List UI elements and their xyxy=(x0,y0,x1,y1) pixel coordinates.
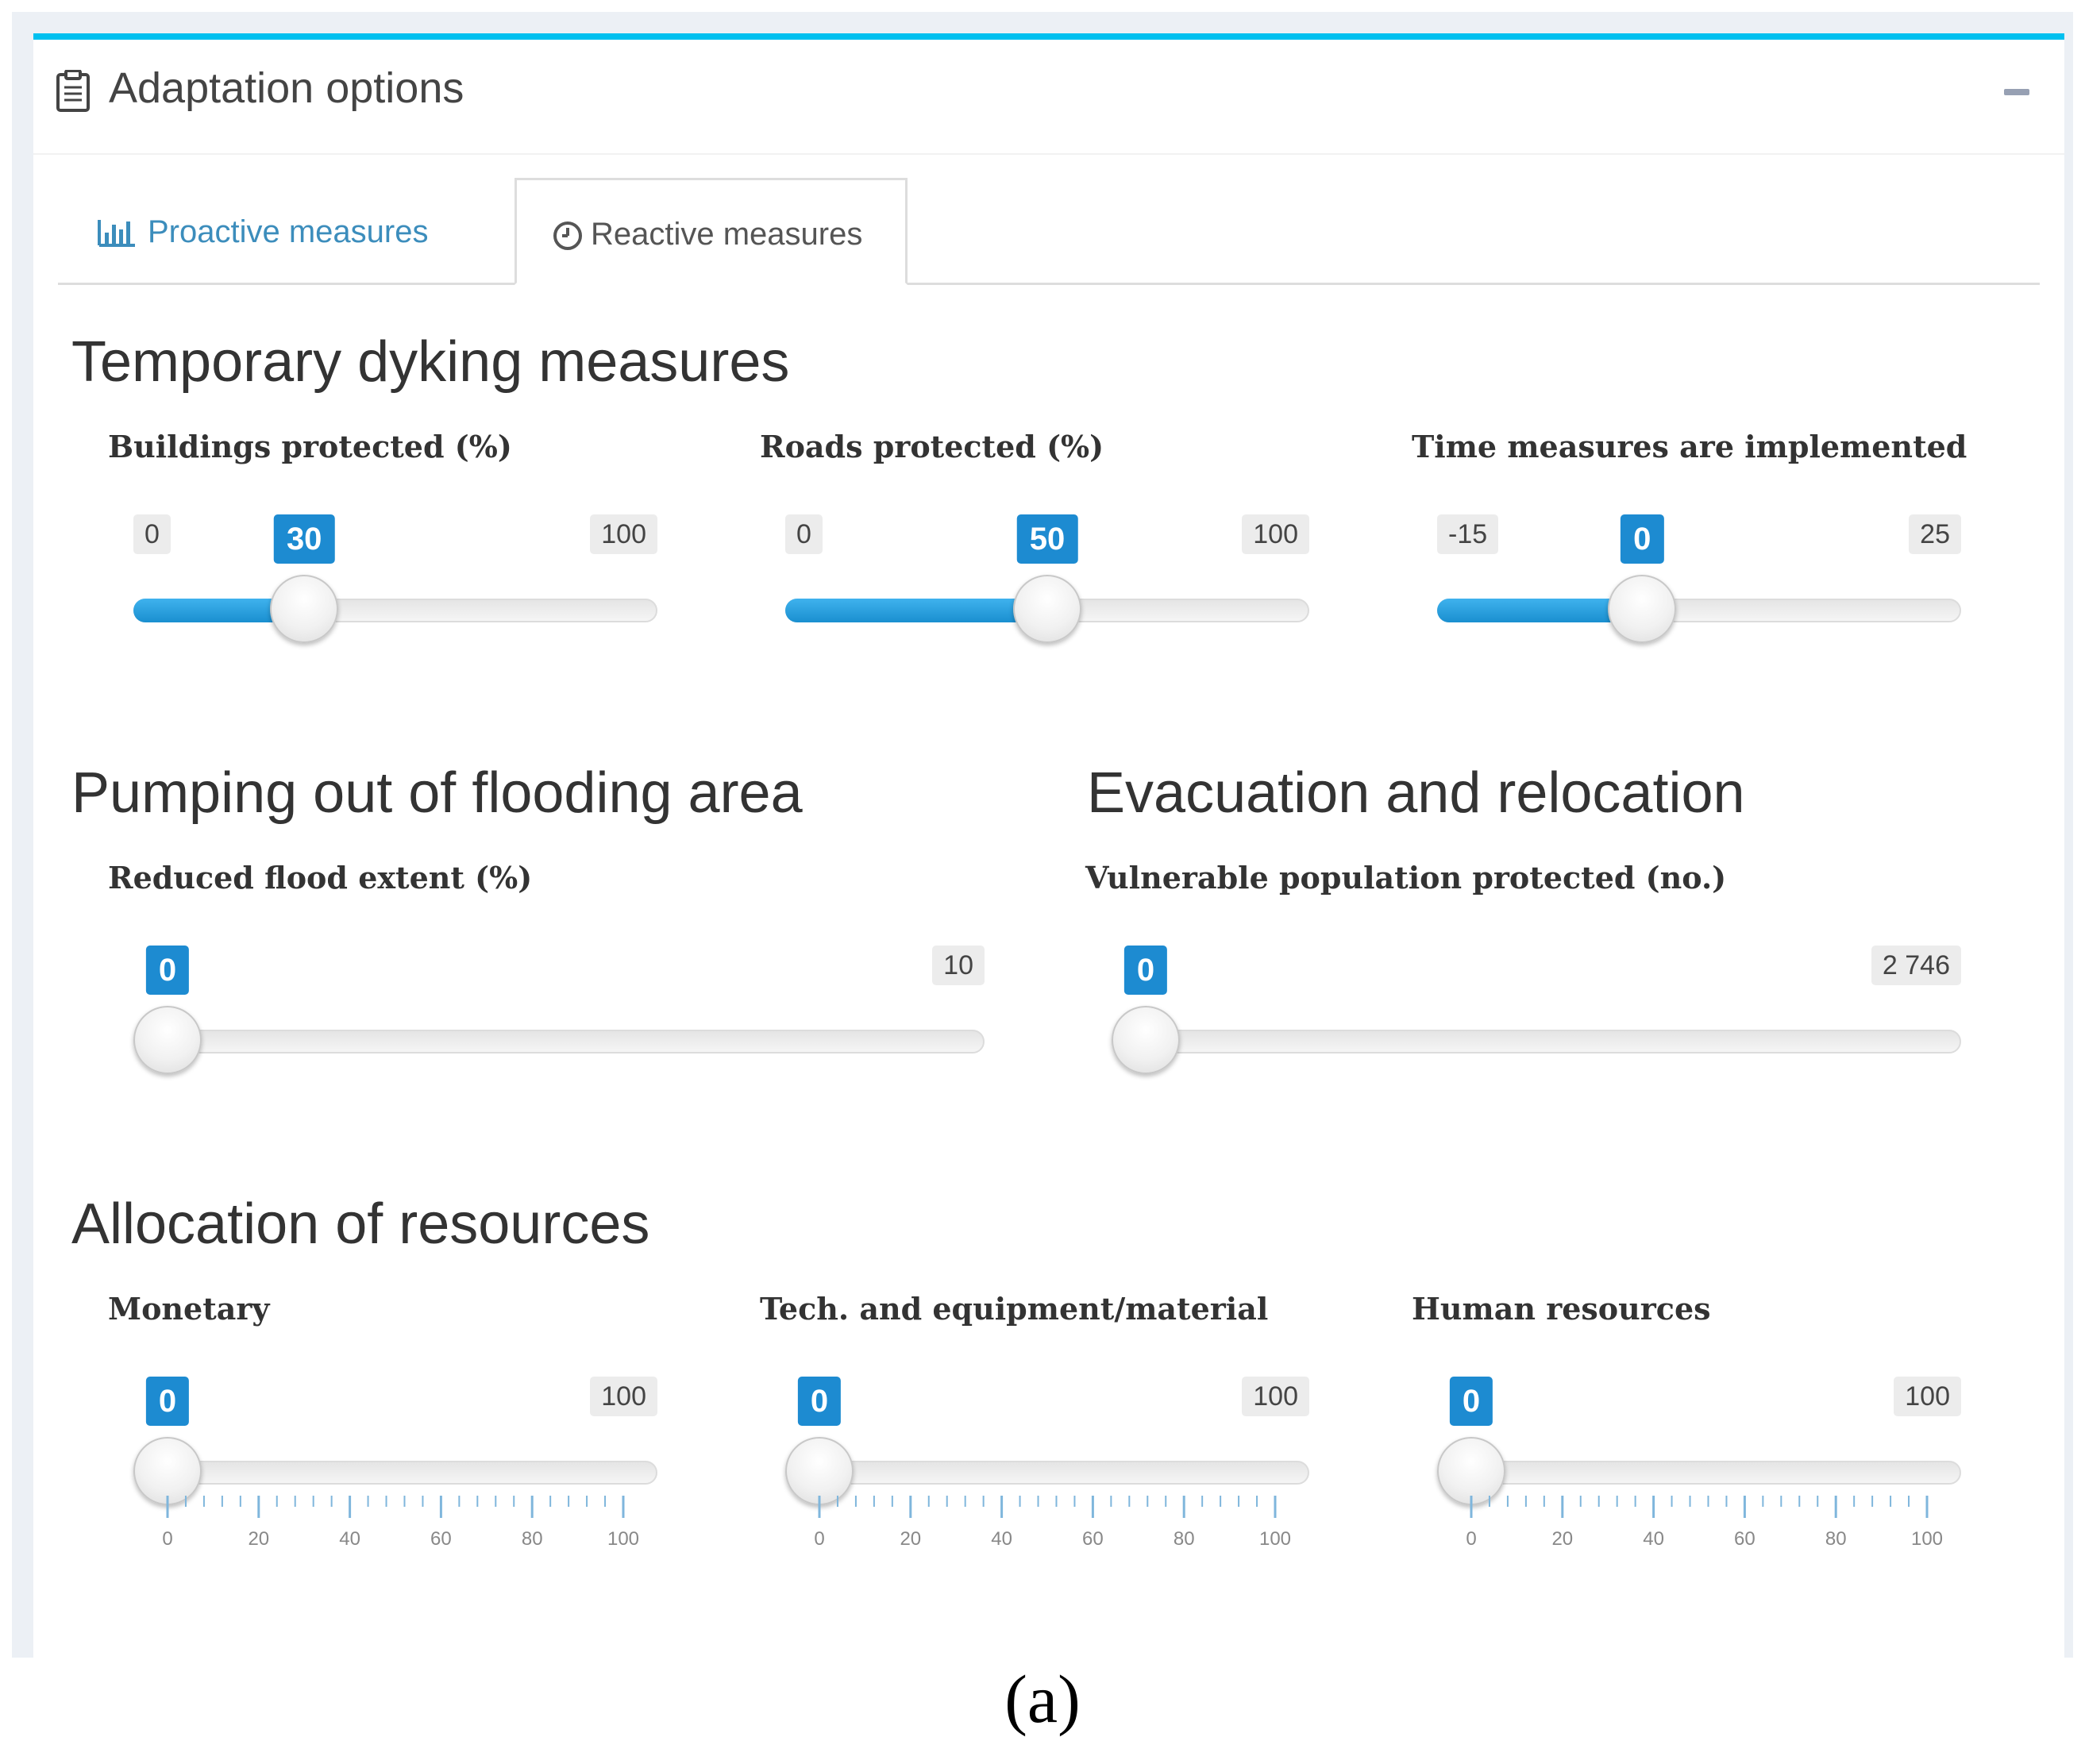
slider-label-vulnerable-population: Vulnerable population protected (no.) xyxy=(1085,860,1727,895)
slider-fill xyxy=(785,599,1047,622)
slider-handle[interactable] xyxy=(270,575,339,643)
grid-tick-label: 40 xyxy=(991,1528,1012,1550)
slider-track[interactable] xyxy=(785,1461,1309,1485)
slider-grid: 0 20 40 60 80 100 xyxy=(1466,1496,1943,1550)
tab-proactive-measures[interactable]: Proactive measures xyxy=(58,178,515,283)
time-implemented-slider[interactable]: -15 25 0 xyxy=(1437,514,1961,681)
slider-min-label: -15 xyxy=(1437,514,1499,554)
slider-track[interactable] xyxy=(133,1461,657,1485)
grid-tick-label: 80 xyxy=(522,1528,543,1550)
slider-min-label: 0 xyxy=(785,514,823,554)
grid-tick-label: 0 xyxy=(1466,1528,1476,1550)
human-resources-slider[interactable]: 100 0 0 20 40 60 80 100 xyxy=(1437,1377,1961,1550)
grid-tick-label: 0 xyxy=(814,1528,824,1550)
grid-tick-label: 60 xyxy=(1082,1528,1104,1550)
slider-handle[interactable] xyxy=(1112,1006,1180,1074)
slider-max-label: 2 746 xyxy=(1871,946,1961,985)
section-title-pumping: Pumping out of flooding area xyxy=(71,761,803,825)
monetary-slider[interactable]: 100 0 0 20 40 60 80 100 xyxy=(133,1377,657,1550)
slider-grid: 0 20 40 60 80 100 xyxy=(162,1496,639,1550)
section-title-evacuation: Evacuation and relocation xyxy=(1087,761,1745,825)
buildings-protected-slider[interactable]: 0 100 30 xyxy=(133,514,657,681)
adaptation-options-panel: Adaptation options Proactive measures Re xyxy=(33,33,2064,1658)
section-title-temporary-dyking: Temporary dyking measures xyxy=(71,330,790,394)
grid-tick-label: 20 xyxy=(900,1528,921,1550)
slider-label-roads: Roads protected (%) xyxy=(760,429,1104,464)
slider-max-label: 100 xyxy=(590,514,657,554)
clock-icon xyxy=(553,221,582,250)
slider-label-monetary: Monetary xyxy=(108,1291,270,1327)
grid-tick-label: 80 xyxy=(1174,1528,1195,1550)
grid-tick-label: 0 xyxy=(162,1528,172,1550)
slider-max-label: 100 xyxy=(1242,514,1309,554)
tab-reactive-measures[interactable]: Reactive measures xyxy=(515,178,908,285)
slider-value-label: 50 xyxy=(1016,514,1078,564)
slider-handle[interactable] xyxy=(785,1437,854,1505)
slider-handle[interactable] xyxy=(133,1006,202,1074)
vulnerable-population-slider[interactable]: 2 746 0 xyxy=(1112,946,1961,1112)
tab-proactive-label: Proactive measures xyxy=(148,214,429,249)
slider-handle[interactable] xyxy=(1608,575,1677,643)
slider-value-label: 0 xyxy=(797,1377,842,1426)
slider-track[interactable] xyxy=(1437,1461,1961,1485)
tab-reactive-label: Reactive measures xyxy=(591,217,863,252)
slider-label-buildings: Buildings protected (%) xyxy=(108,429,512,464)
grid-tick-label: 40 xyxy=(339,1528,360,1550)
tab-bar: Proactive measures Reactive measures xyxy=(58,178,2040,285)
slider-max-label: 100 xyxy=(590,1377,657,1416)
slider-value-label: 0 xyxy=(145,1377,190,1426)
slider-value-label: 0 xyxy=(1123,946,1168,995)
section-title-allocation: Allocation of resources xyxy=(71,1192,650,1256)
slider-value-label: 30 xyxy=(273,514,335,564)
slider-track[interactable] xyxy=(1112,1030,1961,1053)
figure-caption: (a) xyxy=(1004,1661,1081,1737)
slider-label-human: Human resources xyxy=(1412,1291,1711,1327)
roads-protected-slider[interactable]: 0 100 50 xyxy=(785,514,1309,681)
clipboard-icon xyxy=(56,70,90,112)
grid-tick-label: 20 xyxy=(248,1528,269,1550)
grid-tick-label: 100 xyxy=(1911,1528,1943,1550)
bar-chart-icon xyxy=(98,220,135,247)
panel-title: Adaptation options xyxy=(109,64,464,112)
slider-value-label: 0 xyxy=(145,946,190,995)
slider-label-reduced-extent: Reduced flood extent (%) xyxy=(108,860,533,895)
grid-tick-label: 100 xyxy=(1259,1528,1291,1550)
slider-grid: 0 20 40 60 80 100 xyxy=(814,1496,1291,1550)
slider-max-label: 25 xyxy=(1909,514,1961,554)
collapse-button[interactable] xyxy=(2004,89,2029,95)
slider-value-label: 0 xyxy=(1449,1377,1493,1426)
slider-handle[interactable] xyxy=(1013,575,1081,643)
panel-header: Adaptation options xyxy=(33,40,2064,155)
slider-handle[interactable] xyxy=(133,1437,202,1505)
slider-min-label: 0 xyxy=(133,514,171,554)
slider-max-label: 100 xyxy=(1894,1377,1961,1416)
reduced-flood-extent-slider[interactable]: 10 0 xyxy=(133,946,985,1112)
grid-tick-label: 60 xyxy=(1734,1528,1755,1550)
grid-tick-label: 60 xyxy=(430,1528,452,1550)
grid-tick-label: 20 xyxy=(1551,1528,1573,1550)
grid-tick-label: 100 xyxy=(607,1528,639,1550)
grid-tick-label: 40 xyxy=(1643,1528,1664,1550)
tech-equipment-slider[interactable]: 100 0 0 20 40 60 80 100 xyxy=(785,1377,1309,1550)
slider-track[interactable] xyxy=(133,1030,985,1053)
slider-fill xyxy=(1437,599,1643,622)
slider-max-label: 10 xyxy=(932,946,985,985)
slider-label-time: Time measures are implemented xyxy=(1412,429,1967,464)
slider-max-label: 100 xyxy=(1242,1377,1309,1416)
slider-value-label: 0 xyxy=(1621,514,1664,564)
grid-tick-label: 80 xyxy=(1825,1528,1847,1550)
slider-label-tech: Tech. and equipment/material xyxy=(760,1291,1269,1327)
